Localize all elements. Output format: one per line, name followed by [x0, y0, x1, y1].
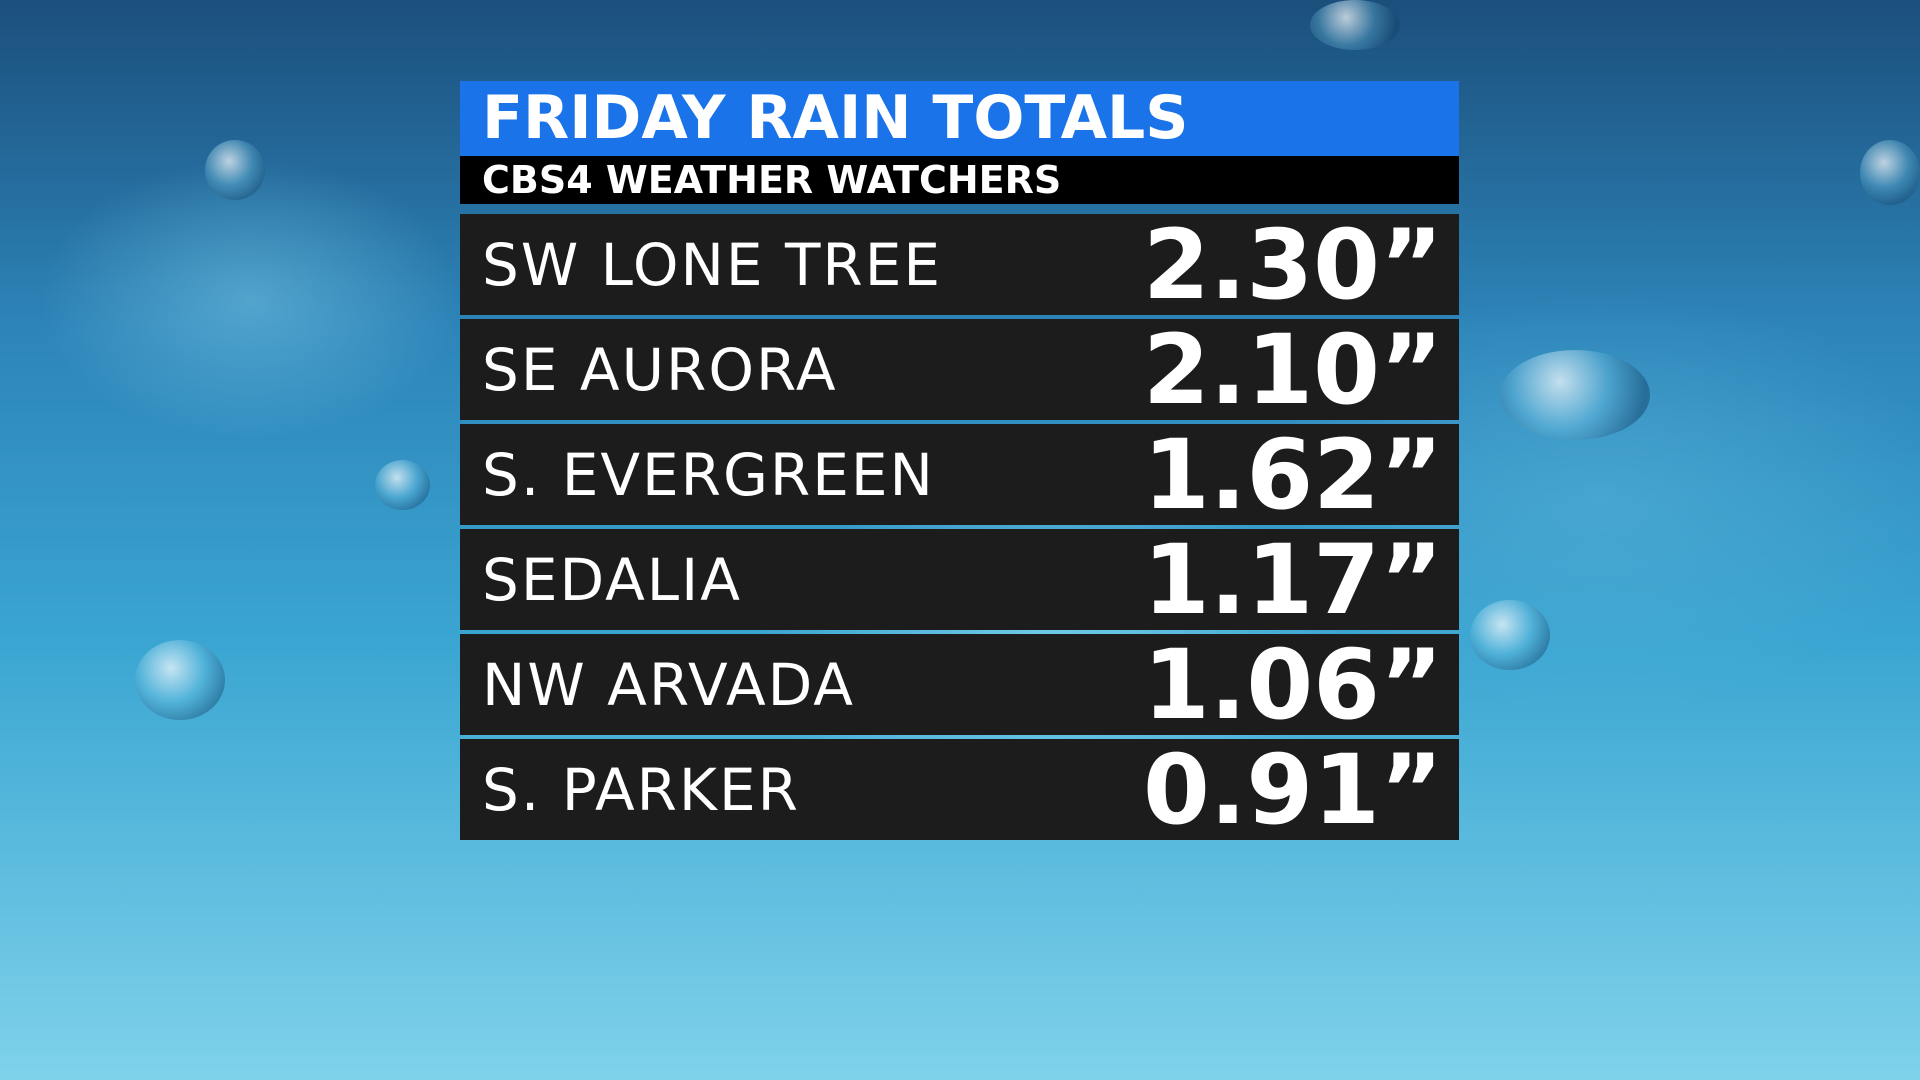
location: SE AURORA	[482, 335, 838, 404]
table-row: SEDALIA 1.17”	[460, 524, 1459, 636]
rain-totals-panel: FRIDAY RAIN TOTALS CBS4 WEATHER WATCHERS…	[460, 81, 1459, 846]
rain-total: 1.06”	[1143, 628, 1443, 741]
title: FRIDAY RAIN TOTALS	[460, 81, 1459, 156]
location: S. EVERGREEN	[482, 440, 935, 509]
rain-total: 2.30”	[1143, 208, 1443, 321]
table-row: S. EVERGREEN 1.62”	[460, 419, 1459, 531]
location: SEDALIA	[482, 545, 742, 614]
table: SW LONE TREE 2.30” SE AURORA 2.10” S. EVERGR…	[460, 209, 1459, 846]
drop	[375, 460, 430, 510]
location: SW LONE TREE	[482, 230, 942, 299]
drop	[1310, 0, 1400, 50]
drop	[135, 640, 225, 720]
table-row: SW LONE TREE 2.30”	[460, 209, 1459, 321]
table-row: S. PARKER 0.91”	[460, 734, 1459, 846]
location: NW ARVADA	[482, 650, 855, 719]
rain-total: 2.10”	[1143, 313, 1443, 426]
rain-total: 1.17”	[1143, 523, 1443, 636]
drop	[205, 140, 265, 200]
table-row: SE AURORA 2.10”	[460, 314, 1459, 426]
subtitle: CBS4 WEATHER WATCHERS	[460, 156, 1459, 204]
drop	[1470, 600, 1550, 670]
rain-total: 0.91”	[1143, 733, 1443, 846]
rain-total: 1.62”	[1143, 418, 1443, 531]
location: S. PARKER	[482, 755, 800, 824]
drop	[1860, 140, 1920, 205]
table-row: NW ARVADA 1.06”	[460, 629, 1459, 741]
drop	[1500, 350, 1650, 440]
